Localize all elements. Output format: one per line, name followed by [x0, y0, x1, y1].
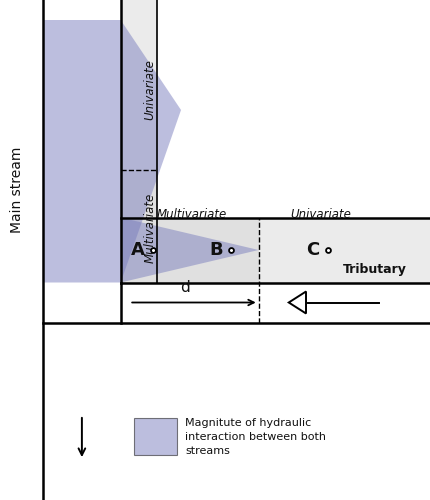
Polygon shape [120, 218, 258, 282]
Bar [120, 0, 157, 170]
Text: Magnitute of hydraulic
interaction between both
streams: Magnitute of hydraulic interaction betwe… [185, 418, 326, 457]
Bar [120, 218, 258, 282]
Text: Tributary: Tributary [342, 264, 406, 276]
Text: Univariate: Univariate [290, 208, 351, 221]
Bar [120, 170, 157, 282]
Text: C: C [306, 241, 319, 259]
Text: Main stream: Main stream [10, 147, 24, 233]
Text: d: d [180, 280, 190, 295]
Bar [258, 218, 430, 282]
Polygon shape [43, 20, 181, 282]
Text: Multivariate: Multivariate [157, 208, 226, 221]
Text: B: B [209, 241, 222, 259]
Text: Univariate: Univariate [143, 60, 156, 120]
Text: A: A [131, 241, 145, 259]
Polygon shape [288, 292, 305, 314]
Text: Multivariate: Multivariate [143, 192, 156, 262]
Bar [133, 418, 176, 455]
